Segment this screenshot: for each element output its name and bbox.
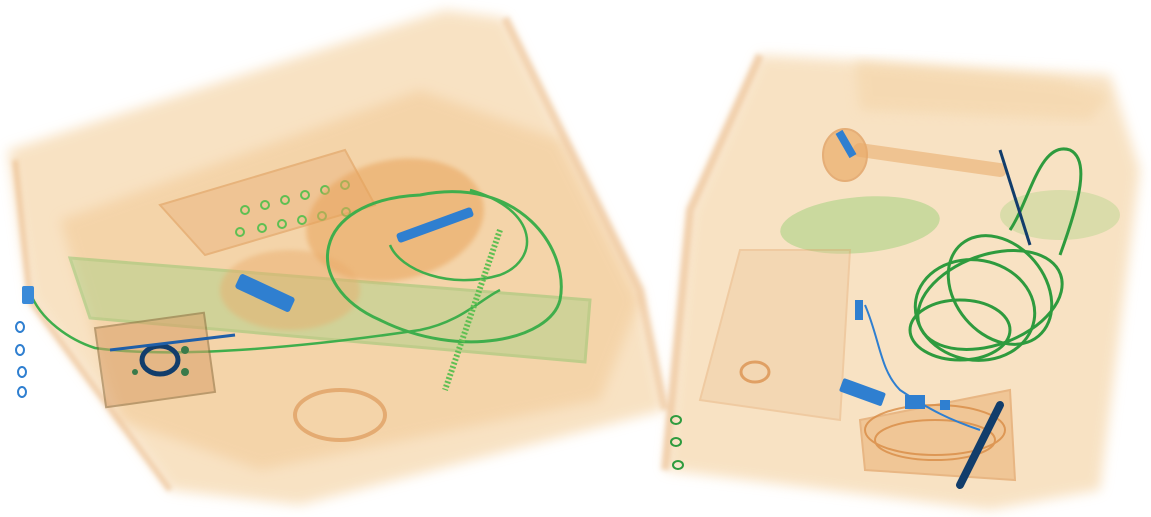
right-green-pad (780, 196, 940, 254)
left-plug-edge (22, 286, 34, 304)
left-cable-loop-2 (388, 188, 529, 282)
left-bag (8, 10, 669, 505)
left-electronics-parts (132, 346, 189, 376)
left-electronics-wire (109, 333, 236, 352)
left-bag-edge-right (501, 16, 669, 411)
right-dense-bar (956, 401, 1004, 489)
right-handle-blue (835, 129, 857, 159)
left-connector-blue (235, 274, 295, 312)
right-green-pad-2 (1000, 190, 1120, 240)
left-cable-loop (326, 190, 563, 344)
left-connector-top (396, 207, 474, 243)
right-coiled-cable (908, 147, 1083, 362)
left-electronics-plate (93, 311, 217, 409)
right-probe-wire (998, 149, 1032, 246)
right-pouch (698, 249, 852, 422)
right-bag (661, 53, 1140, 510)
left-ring (293, 388, 387, 442)
right-edge-clips (670, 415, 684, 470)
right-bag-shell (665, 55, 1140, 510)
left-long-cable (28, 288, 501, 354)
right-bag-edge (661, 53, 764, 471)
right-bag-top-shadow (855, 60, 1110, 120)
right-blue-wire (864, 304, 981, 431)
left-electronics-dense (139, 343, 181, 377)
left-cable-vertical (442, 229, 503, 391)
right-electronics-rings (864, 404, 1006, 461)
right-circuit-blue (839, 300, 950, 410)
left-organic-lobe (306, 158, 484, 282)
left-edge-clips (15, 321, 27, 398)
left-organic-lobe-2 (220, 250, 360, 330)
right-small-cup (739, 360, 771, 384)
right-handle-bar (853, 143, 1007, 177)
